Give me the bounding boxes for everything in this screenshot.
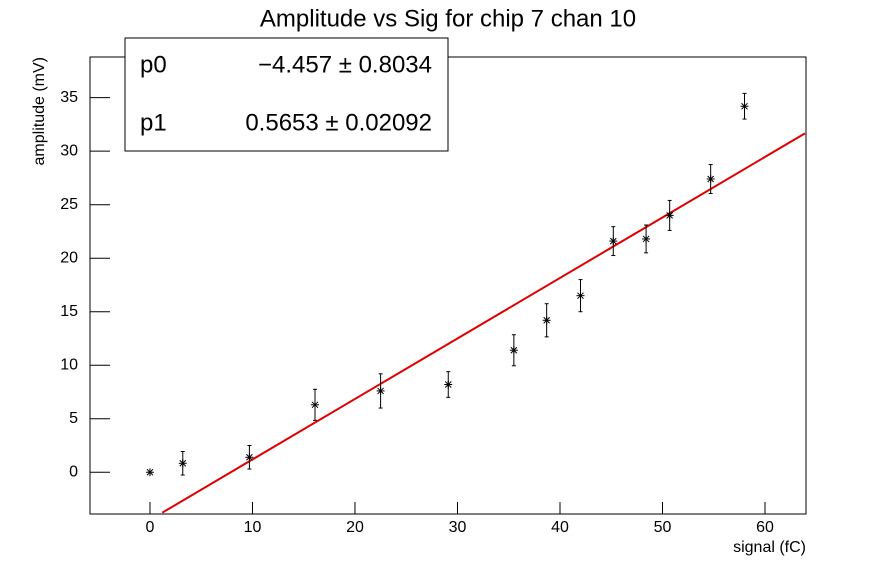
x-tick-label: 20 xyxy=(346,519,364,536)
data-point xyxy=(145,468,154,477)
x-tick-label: 50 xyxy=(654,519,672,536)
data-point xyxy=(665,199,674,231)
data-point xyxy=(642,224,651,254)
y-tick-label: 15 xyxy=(60,303,78,320)
data-point xyxy=(376,373,385,409)
y-axis-label: amplitude (mV) xyxy=(31,57,48,165)
y-tick-label: 10 xyxy=(60,356,78,373)
y-tick-label: 0 xyxy=(69,463,78,480)
x-tick-label: 0 xyxy=(146,519,155,536)
stats-box xyxy=(124,37,449,152)
data-point xyxy=(609,226,618,257)
y-tick-label: 35 xyxy=(60,89,78,106)
data-point xyxy=(576,279,585,313)
chart-title: Amplitude vs Sig for chip 7 chan 10 xyxy=(260,5,636,32)
data-point xyxy=(310,388,319,421)
data-point xyxy=(178,450,187,476)
data-point xyxy=(444,371,453,398)
param-name: p1 xyxy=(140,109,167,136)
x-tick-label: 10 xyxy=(244,519,262,536)
y-tick-label: 20 xyxy=(60,249,78,266)
x-tick-label: 60 xyxy=(756,519,774,536)
x-axis-label: signal (fC) xyxy=(733,539,806,556)
param-name: p0 xyxy=(140,51,167,78)
x-tick-label: 30 xyxy=(449,519,467,536)
data-point xyxy=(245,445,254,470)
y-tick-label: 5 xyxy=(69,410,78,427)
y-tick-label: 30 xyxy=(60,142,78,159)
data-point xyxy=(509,334,518,367)
x-tick-label: 40 xyxy=(551,519,569,536)
param-value: −4.457 ± 0.8034 xyxy=(258,51,432,78)
y-tick-label: 25 xyxy=(60,196,78,213)
fit-line xyxy=(161,132,806,514)
data-point xyxy=(542,303,551,338)
param-value: 0.5653 ± 0.02092 xyxy=(245,109,432,136)
data-point xyxy=(706,164,715,194)
data-point xyxy=(740,92,749,120)
